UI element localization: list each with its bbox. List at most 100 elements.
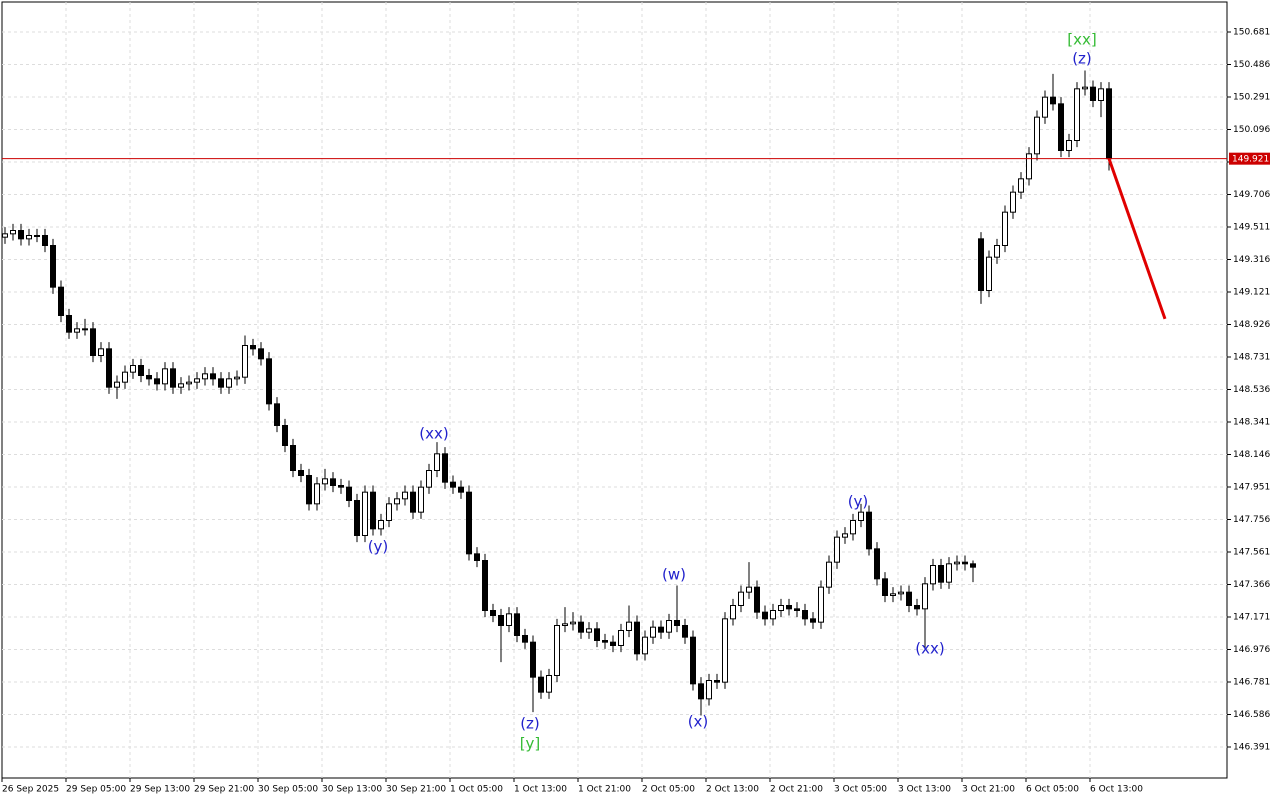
candle-body: [394, 498, 400, 505]
candle-body: [418, 486, 424, 513]
candle-body: [714, 680, 720, 683]
y-tick-label: 148.926: [1233, 320, 1270, 330]
candle-body: [1058, 103, 1064, 152]
candle-body: [170, 368, 176, 388]
y-tick-label: 150.681: [1233, 28, 1270, 38]
y-tick-label: 147.366: [1233, 580, 1270, 590]
candle-body: [786, 605, 792, 610]
candle-body: [906, 591, 912, 607]
candle-body: [378, 520, 384, 530]
candle-body: [594, 628, 600, 641]
candle-body: [330, 478, 336, 487]
candle-body: [1026, 153, 1032, 180]
y-tick-label: 147.951: [1233, 483, 1270, 493]
candle-body: [210, 373, 216, 380]
candle-body: [530, 641, 536, 678]
candle-body: [482, 560, 488, 611]
candle-body: [882, 578, 888, 596]
candle-body: [410, 491, 416, 513]
candle-body: [650, 626, 656, 638]
candle-body: [698, 683, 704, 700]
candle-body: [554, 625, 560, 676]
candle-body: [922, 583, 928, 610]
candle-body: [810, 618, 816, 623]
wave-label: (w): [662, 566, 686, 584]
candle-body: [914, 605, 920, 610]
candle-body: [674, 620, 680, 626]
candle-body: [74, 328, 80, 333]
candle-body: [970, 563, 976, 568]
wave-label: (z): [520, 715, 540, 733]
wave-label: (x): [688, 713, 709, 731]
candle-body: [778, 605, 784, 611]
candle-body: [154, 378, 160, 385]
price-label: 149.921: [1232, 155, 1269, 165]
candle-body: [522, 635, 528, 643]
candle-body: [610, 641, 616, 647]
candle-body: [794, 608, 800, 611]
candle-body: [690, 636, 696, 685]
candle-body: [26, 235, 32, 240]
y-tick-label: 147.561: [1233, 548, 1270, 558]
candle-body: [874, 548, 880, 580]
x-tick-label: 1 Oct 13:00: [514, 785, 567, 795]
candle-body: [1090, 86, 1096, 101]
wave-label: (z): [1072, 50, 1092, 68]
candle-body: [186, 381, 192, 385]
candle-body: [42, 235, 48, 246]
candle-body: [634, 621, 640, 655]
candle-body: [434, 453, 440, 472]
x-tick-label: 1 Oct 05:00: [450, 785, 503, 795]
candle-body: [706, 680, 712, 700]
candle-body: [58, 286, 64, 316]
candle-body: [682, 625, 688, 638]
candle-body: [514, 613, 520, 636]
x-tick-label: 6 Oct 05:00: [1026, 785, 1079, 795]
candle-body: [138, 365, 144, 376]
y-tick-label: 149.511: [1233, 223, 1270, 233]
candle-body: [458, 486, 464, 493]
candle-body: [850, 520, 856, 535]
x-tick-label: 30 Sep 13:00: [322, 785, 382, 795]
candle-body: [1042, 96, 1048, 118]
candle-body: [178, 383, 184, 388]
x-tick-label: 3 Oct 13:00: [898, 785, 951, 795]
candle-body: [250, 345, 256, 350]
candle-body: [82, 328, 88, 331]
candle-body: [314, 483, 320, 505]
candle-body: [802, 610, 808, 620]
y-tick-label: 147.171: [1233, 613, 1270, 623]
x-tick-label: 2 Oct 13:00: [706, 785, 759, 795]
y-tick-label: 149.316: [1233, 255, 1270, 265]
candle-body: [114, 381, 120, 388]
x-tick-label: 30 Sep 05:00: [258, 785, 318, 795]
candle-body: [466, 491, 472, 555]
candle-body: [578, 621, 584, 633]
candle-body: [754, 586, 760, 613]
candle-body: [738, 591, 744, 607]
candle-body: [586, 628, 592, 633]
candle-body: [50, 245, 56, 288]
candle-body: [730, 605, 736, 620]
candle-body: [106, 348, 112, 388]
candle-body: [122, 371, 128, 383]
x-tick-label: 1 Oct 21:00: [578, 785, 631, 795]
x-tick-label: 3 Oct 21:00: [962, 785, 1015, 795]
candle-body: [162, 368, 168, 385]
candle-body: [866, 511, 872, 550]
y-tick-label: 148.341: [1233, 418, 1270, 428]
y-tick-label: 150.096: [1233, 125, 1270, 135]
candle-body: [346, 486, 352, 501]
candle-body: [858, 511, 864, 522]
candle-body: [90, 328, 96, 357]
price-label-bg: [1229, 152, 1270, 165]
y-tick-label: 148.731: [1233, 353, 1270, 363]
candle-body: [498, 615, 504, 626]
x-tick-label: 3 Oct 05:00: [834, 785, 887, 795]
candle-body: [986, 256, 992, 291]
candle-body: [642, 636, 648, 655]
x-tick-label: 29 Sep 13:00: [130, 785, 190, 795]
candle-body: [746, 586, 752, 593]
candle-body: [266, 358, 272, 405]
